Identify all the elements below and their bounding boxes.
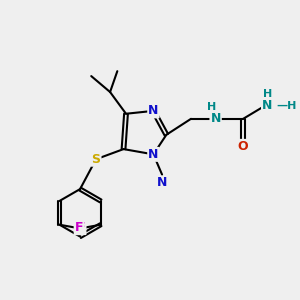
Text: H: H <box>207 102 216 112</box>
Text: S: S <box>92 153 100 166</box>
Text: F: F <box>77 221 86 234</box>
Text: F: F <box>75 221 83 234</box>
Text: N: N <box>262 99 272 112</box>
Text: N: N <box>148 104 159 117</box>
Text: N: N <box>210 112 221 125</box>
Text: O: O <box>238 140 248 153</box>
Text: N: N <box>148 148 159 161</box>
Text: N: N <box>157 176 167 189</box>
Text: H: H <box>262 88 272 99</box>
Text: —H: —H <box>276 101 297 111</box>
